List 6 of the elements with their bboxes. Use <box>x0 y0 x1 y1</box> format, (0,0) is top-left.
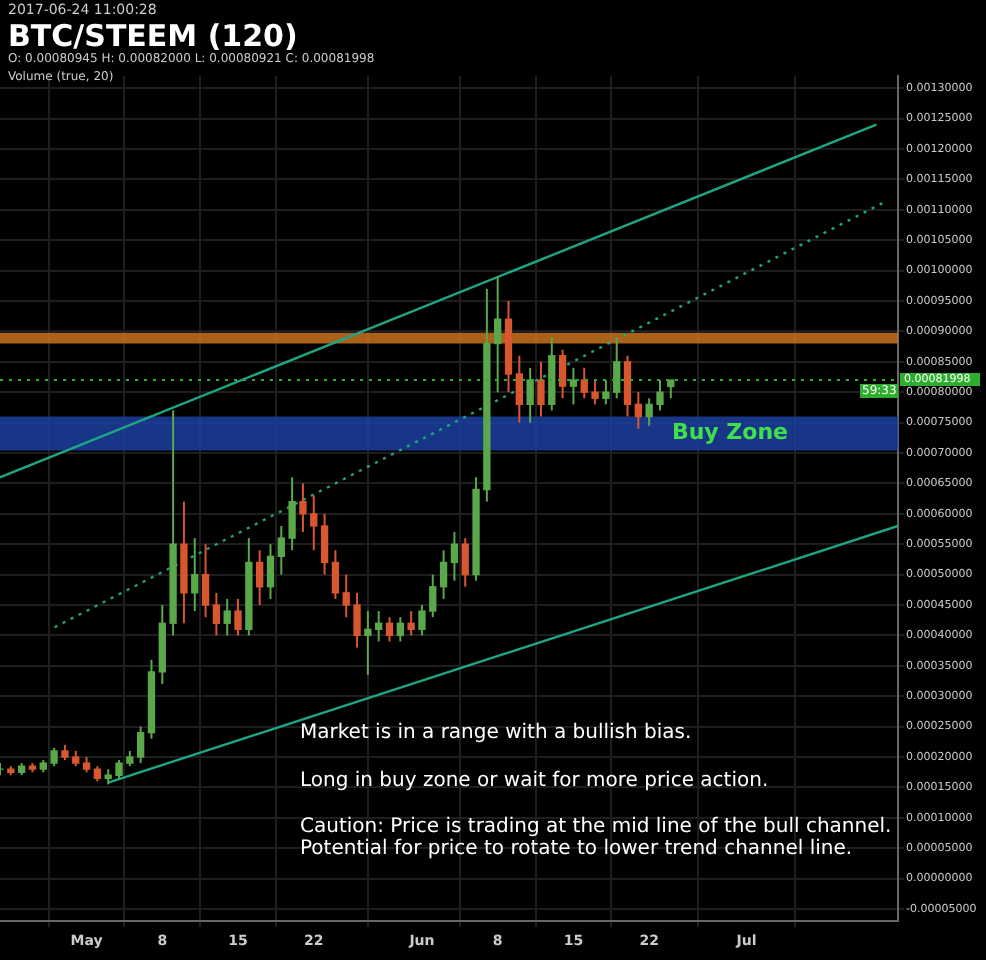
annotation: Long in buy zone or wait for more price action. <box>300 770 769 792</box>
annotation: Market is in a range with a bullish bias. <box>300 722 692 744</box>
annotation: Caution: Price is trading at the mid line of the bull channel. <box>300 816 892 838</box>
annotation: Potential for price to rotate to lower trend channel line. <box>300 838 853 860</box>
chart-title: BTC/STEEM (120) <box>8 18 298 54</box>
band-label: Buy Zone <box>671 419 788 446</box>
